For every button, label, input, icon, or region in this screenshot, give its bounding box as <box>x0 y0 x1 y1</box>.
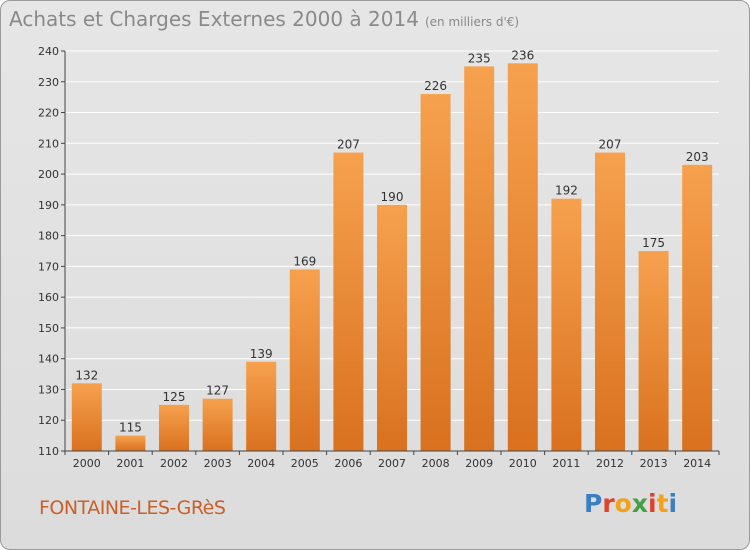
data-label: 132 <box>75 368 98 382</box>
bar <box>377 204 407 451</box>
bar <box>115 435 146 451</box>
bar <box>159 404 189 451</box>
y-tick-label: 240 <box>38 45 59 58</box>
bar <box>464 66 495 451</box>
proxiti-logo: Proxiti <box>584 489 678 518</box>
x-tick-label: 2013 <box>640 457 668 470</box>
y-tick-label: 190 <box>38 199 59 212</box>
x-tick-label: 2010 <box>509 457 537 470</box>
x-tick-label: 2005 <box>291 457 319 470</box>
data-label: 207 <box>599 138 622 152</box>
chart-unit: (en milliers d'€) <box>424 15 520 29</box>
chart-title-text: Achats et Charges Externes 2000 à 2014 <box>9 7 419 31</box>
x-tick-label: 2009 <box>465 457 493 470</box>
x-tick-label: 2006 <box>334 457 362 470</box>
data-label: 175 <box>642 236 665 250</box>
y-tick-label: 230 <box>38 76 59 89</box>
x-tick-label: 2008 <box>422 457 450 470</box>
data-label: 226 <box>424 79 447 93</box>
data-label: 190 <box>381 190 404 204</box>
bar <box>420 94 451 452</box>
bar <box>246 361 277 451</box>
data-label: 235 <box>468 51 491 65</box>
x-tick-label: 2004 <box>247 457 275 470</box>
bar <box>595 152 625 452</box>
x-tick-label: 2012 <box>596 457 624 470</box>
y-tick-label: 160 <box>38 291 59 304</box>
x-tick-label: 2001 <box>116 457 144 470</box>
bar <box>71 383 102 451</box>
y-tick-label: 170 <box>38 260 59 273</box>
data-label: 207 <box>337 138 360 152</box>
data-label: 192 <box>555 184 578 198</box>
bar <box>202 398 233 451</box>
chart-title: Achats et Charges Externes 2000 à 2014 (e… <box>9 7 519 31</box>
y-tick-label: 120 <box>38 414 59 427</box>
y-tick-label: 130 <box>38 383 59 396</box>
bar <box>507 63 538 452</box>
data-label: 139 <box>250 347 273 361</box>
x-tick-label: 2000 <box>73 457 101 470</box>
data-label: 203 <box>686 150 709 164</box>
bar <box>333 152 364 452</box>
y-tick-label: 140 <box>38 353 59 366</box>
bar <box>638 251 669 451</box>
x-tick-label: 2014 <box>683 457 711 470</box>
bar <box>682 164 713 451</box>
data-label: 127 <box>206 384 229 398</box>
x-tick-label: 2002 <box>160 457 188 470</box>
data-label: 125 <box>163 390 186 404</box>
y-tick-label: 210 <box>38 137 59 150</box>
y-tick-label: 150 <box>38 322 59 335</box>
y-tick-label: 200 <box>38 168 59 181</box>
x-tick-label: 2007 <box>378 457 406 470</box>
place-name: FONTAINE-LES-GRèS <box>39 497 226 519</box>
data-label: 169 <box>293 254 316 268</box>
bar <box>289 269 320 451</box>
data-label: 236 <box>511 48 534 62</box>
x-tick-label: 2003 <box>204 457 232 470</box>
data-label: 115 <box>119 421 142 435</box>
y-tick-label: 180 <box>38 230 59 243</box>
x-tick-label: 2011 <box>552 457 580 470</box>
bar <box>551 198 582 451</box>
y-tick-label: 220 <box>38 107 59 120</box>
y-tick-label: 110 <box>38 445 59 458</box>
